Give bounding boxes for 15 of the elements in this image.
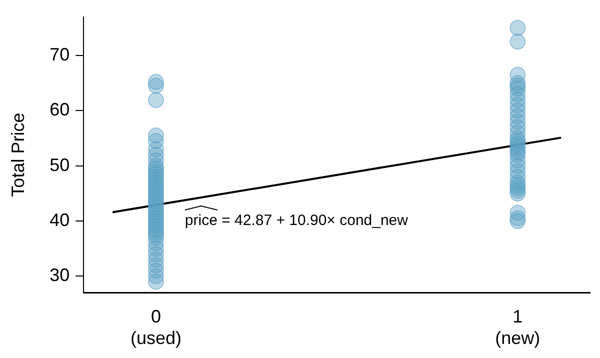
point (510, 20, 526, 36)
x-tick-label: 1 (new) (495, 306, 540, 348)
point (148, 274, 164, 290)
y-axis-title: Total Price (8, 112, 28, 197)
point (510, 34, 526, 50)
annotation: price = 42.87 + 10.90× cond_new (184, 212, 408, 230)
y-tick-label: 30 (50, 265, 70, 286)
y-tick-label: 70 (50, 44, 70, 64)
x-tick-label: 0 (used) (130, 306, 182, 348)
y-tick-label: 40 (50, 210, 70, 230)
y-tick-label: 50 (50, 154, 70, 175)
y-tick-label: 60 (50, 100, 70, 120)
point (148, 92, 164, 108)
point (148, 78, 164, 94)
point (510, 213, 526, 230)
